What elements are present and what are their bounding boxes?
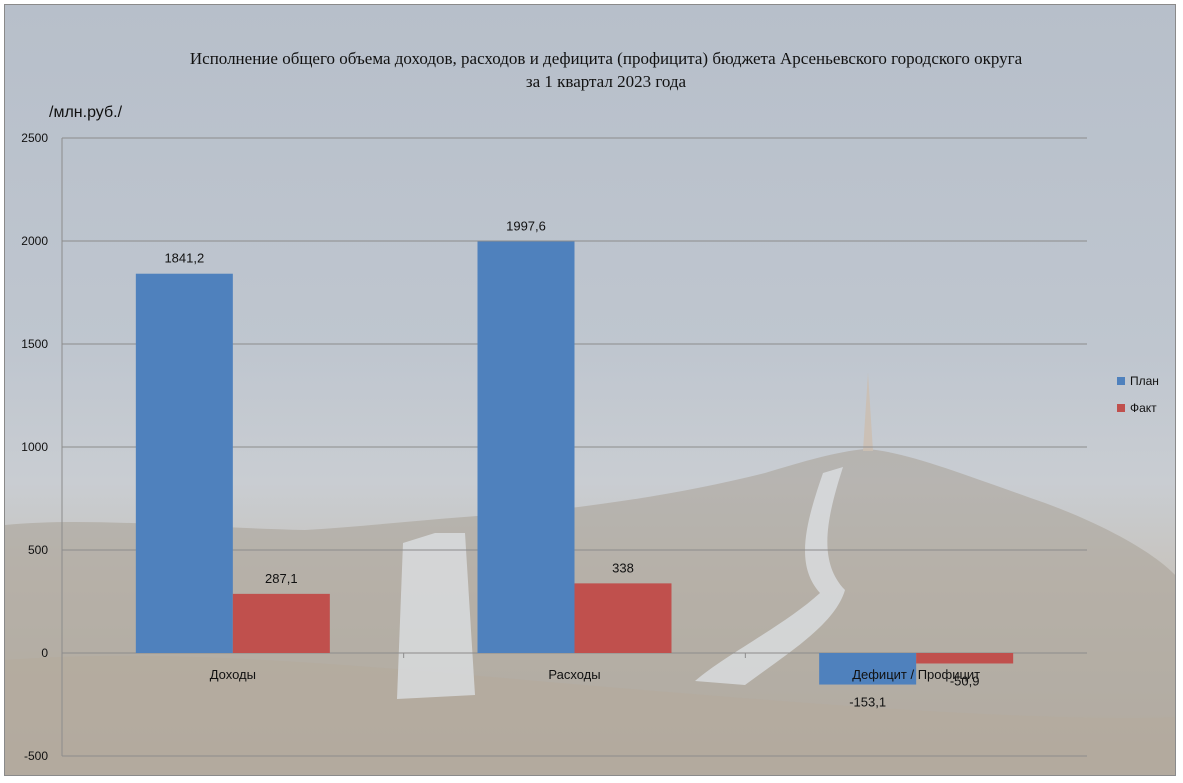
tv-tower xyxy=(863,373,873,451)
y-tick-label: 500 xyxy=(28,543,48,557)
y-tick-label: -500 xyxy=(24,749,48,763)
data-label: -50,9 xyxy=(950,673,980,688)
y-tick-label: 0 xyxy=(41,646,48,660)
legend-item-plan: План xyxy=(1117,373,1175,389)
ski-trail xyxy=(695,467,845,685)
y-tick-label: 1500 xyxy=(21,337,48,351)
chart-frame: 2500 2000 1500 1000 500 0 -500 1841,2 287,1 Доход… xyxy=(4,4,1176,776)
bar-fact xyxy=(574,583,672,653)
data-label: 287,1 xyxy=(265,571,298,586)
data-label: -153,1 xyxy=(849,695,886,710)
data-label: 1841,2 xyxy=(164,251,204,266)
chart-plot: 2500 2000 1500 1000 500 0 -500 1841,2 287,1 Доход… xyxy=(21,131,1087,763)
legend-label-fact: Факт xyxy=(1130,401,1157,415)
bar-fact xyxy=(232,593,330,653)
bar-fact xyxy=(916,653,1014,664)
y-tick-label: 1000 xyxy=(21,440,48,454)
legend-label-plan: План xyxy=(1130,374,1159,388)
y-tick-label: 2500 xyxy=(21,131,48,145)
bar-plan xyxy=(819,653,917,685)
y-axis-unit-label: /млн.руб./ xyxy=(49,104,123,121)
chart-title: Исполнение общего объема доходов, расход… xyxy=(189,49,1023,68)
legend-swatch-plan xyxy=(1117,377,1125,385)
foreground-hill xyxy=(5,655,1175,775)
chart-subtitle: за 1 квартал 2023 года xyxy=(525,72,687,91)
ski-slope xyxy=(397,533,475,699)
legend-swatch-fact xyxy=(1117,404,1125,412)
category-label: Расходы xyxy=(548,667,600,682)
bar-plan xyxy=(135,273,233,653)
bar-plan xyxy=(477,241,575,654)
category-label: Дефицит / Профицит xyxy=(852,667,980,682)
y-tick-label: 2000 xyxy=(21,234,48,248)
data-label: 1997,6 xyxy=(506,218,546,233)
category-label: Доходы xyxy=(210,667,256,682)
legend-item-fact: Факт xyxy=(1117,400,1175,416)
data-label: 338 xyxy=(612,560,634,575)
